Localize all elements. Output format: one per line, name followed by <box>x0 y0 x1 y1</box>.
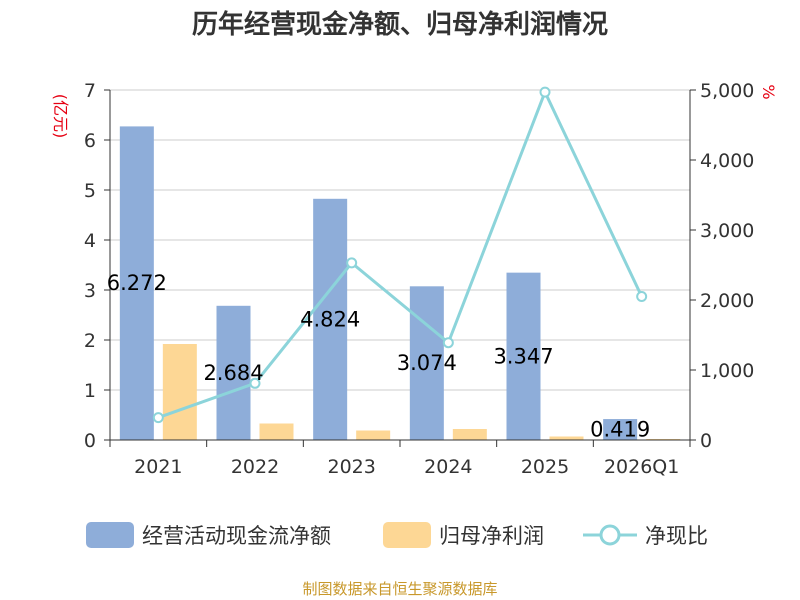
legend: 经营活动现金流净额 归母净利润 净现比 <box>86 522 708 548</box>
bar-op-cash <box>216 305 251 440</box>
left-axis-tick-label: 1 <box>84 380 96 402</box>
x-axis-tick-label: 2023 <box>327 456 375 478</box>
data-label-op-cash: 2.684 <box>203 361 263 385</box>
left-axis-tick-label: 7 <box>84 80 96 102</box>
legend-label-ratio: 净现比 <box>645 524 708 548</box>
data-label-op-cash: 6.272 <box>107 271 167 295</box>
left-axis-tick-label: 3 <box>84 280 96 302</box>
ratio-polyline <box>157 88 644 420</box>
x-axis-tick-label: 2024 <box>424 456 472 478</box>
left-axis-unit: (亿元) <box>51 94 70 139</box>
right-axis-unit: % <box>759 84 778 99</box>
data-label-op-cash: 0.419 <box>590 418 650 442</box>
data-label-op-cash: 4.824 <box>300 307 360 331</box>
x-axis-tick-label: 2026Q1 <box>604 456 679 478</box>
bar-op-cash <box>603 419 638 440</box>
ratio-point <box>539 86 551 98</box>
bar-net-profit <box>259 423 294 440</box>
right-axis-tick-label: 2,000 <box>700 290 754 312</box>
left-axis-tick-label: 0 <box>84 430 96 452</box>
axes: 0 1 2 3 4 5 6 7 0 1,000 2,000 3,000 4,000 5,000 2021 20… <box>84 80 755 478</box>
x-axis-tick-label: 2022 <box>231 456 279 478</box>
chart-title: 历年经营现金净额、归母净利润情况 <box>192 9 608 40</box>
left-axis-tick-label: 4 <box>84 230 96 252</box>
ratio-point <box>636 291 648 302</box>
left-axis-tick-label: 5 <box>84 180 96 202</box>
bar-op-cash <box>506 272 541 440</box>
right-axis-tick-label: 5,000 <box>700 80 754 102</box>
bar-net-profit <box>452 429 487 440</box>
left-axis-tick-label: 2 <box>84 330 96 352</box>
ratio-point <box>249 377 261 389</box>
legend-swatch-ratio-marker <box>599 524 621 546</box>
bar-net-profit <box>162 344 197 440</box>
data-label-op-cash: 3.074 <box>397 351 457 375</box>
right-axis-tick-label: 3,000 <box>700 220 754 242</box>
data-labels: 6.272 2.684 4.824 3.074 3.347 0.419 <box>107 271 650 441</box>
x-axis-tick-label: 2025 <box>521 456 569 478</box>
bar-op-cash <box>409 286 444 440</box>
legend-swatch-op-cash <box>86 522 134 548</box>
bar-op-cash <box>313 198 348 440</box>
legend-swatch-net-profit <box>383 522 431 548</box>
left-axis-tick-label: 6 <box>84 130 96 152</box>
data-label-op-cash: 3.347 <box>493 344 553 368</box>
ratio-point <box>152 412 164 424</box>
right-axis-tick-label: 1,000 <box>700 360 754 382</box>
bar-net-profit <box>549 436 584 440</box>
legend-label-net-profit: 归母净利润 <box>439 524 544 548</box>
ratio-point <box>346 257 358 269</box>
legend-label-op-cash: 经营活动现金流净额 <box>142 524 331 548</box>
bar-net-profit <box>356 430 391 440</box>
right-axis-tick-label: 0 <box>700 430 712 452</box>
ratio-line <box>152 86 648 424</box>
right-axis-tick-label: 4,000 <box>700 150 754 172</box>
source-note: 制图数据来自恒生聚源数据库 <box>302 580 497 598</box>
x-axis-tick-label: 2021 <box>134 456 182 478</box>
bar-op-cash <box>119 126 154 441</box>
bars <box>119 126 681 441</box>
ratio-point <box>442 337 454 349</box>
gridlines <box>110 89 690 391</box>
